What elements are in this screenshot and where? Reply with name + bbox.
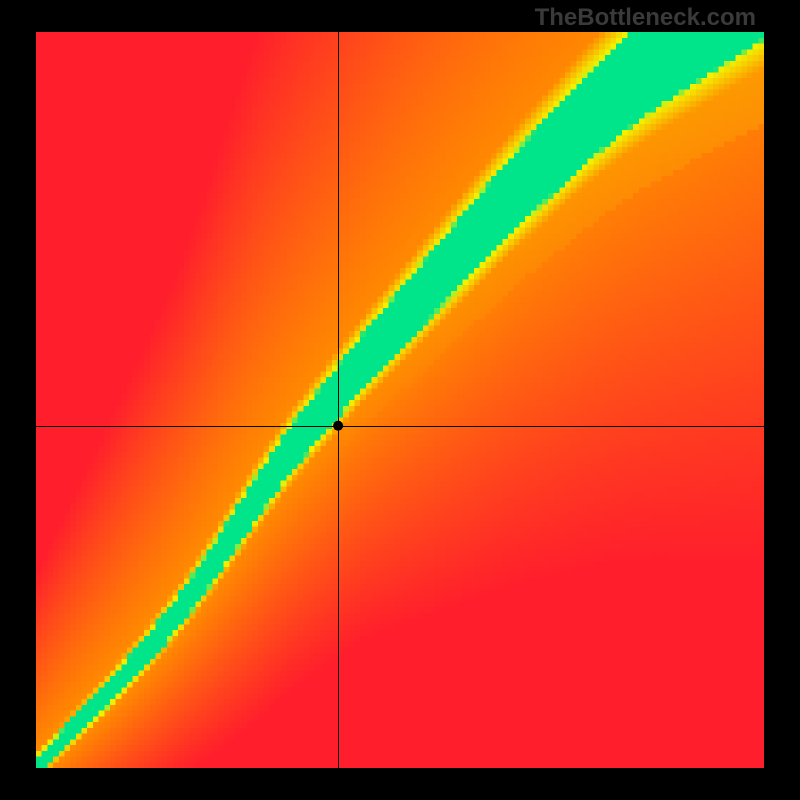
watermark-text: TheBottleneck.com	[535, 4, 756, 32]
overlay-canvas	[0, 0, 800, 800]
chart-container: TheBottleneck.com	[0, 0, 800, 800]
